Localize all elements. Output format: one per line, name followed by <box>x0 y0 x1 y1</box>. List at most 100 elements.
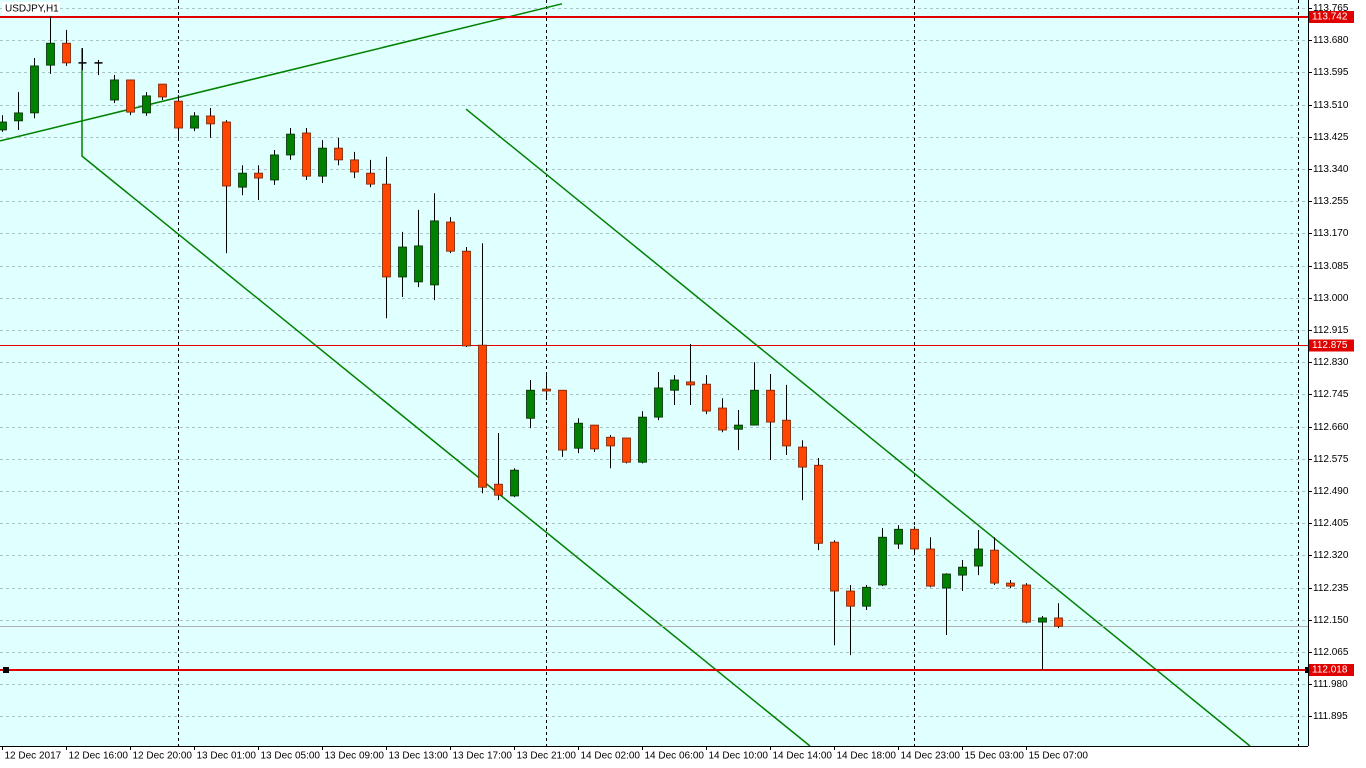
y-tick-label: 113.085 <box>1313 261 1349 272</box>
x-tick-label: 13 Dec 13:00 <box>389 751 449 762</box>
candle-body <box>254 172 263 179</box>
x-tick-label: 14 Dec 18:00 <box>837 751 897 762</box>
x-tick-label: 12 Dec 2017 <box>5 751 62 762</box>
candle-body <box>830 541 839 592</box>
y-tick-label: 112.490 <box>1313 486 1349 497</box>
candle-body <box>958 566 967 576</box>
x-tick-label: 14 Dec 02:00 <box>581 751 641 762</box>
level-label-box <box>1309 11 1354 23</box>
y-tick-label: 112.405 <box>1313 518 1349 529</box>
candle-body <box>926 548 935 587</box>
candle-body <box>718 407 727 431</box>
level-label: 112.875 <box>1312 340 1348 351</box>
chart-title: USDJPY,H1 <box>5 4 59 15</box>
candle-body <box>542 388 551 392</box>
candle-body <box>526 389 535 419</box>
y-tick-label: 111.980 <box>1313 679 1348 690</box>
candle-body <box>190 115 199 129</box>
candle-body <box>558 389 567 451</box>
candle-body <box>222 121 231 187</box>
y-tick-label: 112.745 <box>1313 389 1349 400</box>
candle-body <box>974 548 983 567</box>
candle-body <box>382 183 391 278</box>
candle-body <box>1006 582 1015 587</box>
candle-body <box>910 528 919 550</box>
candle-body <box>398 246 407 278</box>
candle-body <box>62 42 71 64</box>
y-tick-label: 113.340 <box>1313 164 1349 175</box>
y-tick-label: 113.255 <box>1313 196 1349 207</box>
x-tick-label: 13 Dec 01:00 <box>197 751 257 762</box>
candle-body <box>286 133 295 156</box>
candle-body <box>30 65 39 114</box>
y-tick-label: 112.830 <box>1313 357 1349 368</box>
trendline <box>0 3 563 142</box>
candle-body <box>590 424 599 450</box>
candle-body <box>1054 617 1063 627</box>
candle-body <box>670 379 679 391</box>
trendline <box>465 108 1251 747</box>
candle-body <box>782 419 791 447</box>
candle-body <box>158 83 167 98</box>
candle-body <box>1038 617 1047 623</box>
candle-body <box>622 437 631 463</box>
candle-body <box>270 154 279 181</box>
level-label: 113.742 <box>1312 12 1348 23</box>
x-tick-label: 15 Dec 03:00 <box>965 751 1025 762</box>
y-tick-label: 113.170 <box>1313 228 1349 239</box>
x-tick-label: 13 Dec 21:00 <box>517 751 577 762</box>
candle-body <box>46 42 55 66</box>
candle-body <box>894 528 903 545</box>
y-tick-label: 112.660 <box>1313 422 1349 433</box>
candle-body <box>862 586 871 607</box>
candle-body <box>366 172 375 185</box>
candle-body <box>510 469 519 497</box>
candle-body <box>174 100 183 129</box>
candle-body <box>750 389 759 426</box>
plot-layer <box>0 0 1311 747</box>
candle-body <box>302 132 311 177</box>
level-handle <box>3 667 9 673</box>
x-tick-label: 13 Dec 05:00 <box>261 751 321 762</box>
y-tick-label: 113.000 <box>1313 293 1349 304</box>
candle-body <box>606 436 615 447</box>
candle-body <box>814 464 823 544</box>
x-tick-label: 14 Dec 10:00 <box>709 751 769 762</box>
level-label-box <box>1309 664 1354 676</box>
candle-body <box>686 381 695 386</box>
candle-body <box>446 221 455 252</box>
x-tick-label: 13 Dec 09:00 <box>325 751 385 762</box>
y-tick-label: 112.065 <box>1313 647 1349 658</box>
candle-body <box>126 79 135 113</box>
plot-background <box>0 0 1308 746</box>
x-tick-label: 14 Dec 06:00 <box>645 751 705 762</box>
candle-body <box>878 536 887 586</box>
trendline <box>81 48 811 747</box>
x-tick-label: 13 Dec 17:00 <box>453 751 513 762</box>
y-tick-label: 112.320 <box>1313 550 1349 561</box>
x-tick-label: 15 Dec 07:00 <box>1029 751 1089 762</box>
level-label-box <box>1309 339 1354 352</box>
candle-body <box>430 220 439 286</box>
candle-body <box>142 95 151 114</box>
y-tick-label: 112.235 <box>1313 583 1349 594</box>
candle-body <box>702 383 711 412</box>
candle-body <box>14 112 23 122</box>
y-tick-label: 113.595 <box>1313 67 1349 78</box>
y-tick-label: 112.150 <box>1313 615 1349 626</box>
candle-body <box>494 483 503 496</box>
y-tick-label: 112.915 <box>1313 325 1349 336</box>
y-tick-label: 113.510 <box>1313 100 1349 111</box>
candle-body <box>414 245 423 283</box>
candle-body <box>334 147 343 161</box>
y-tick-label: 112.575 <box>1313 454 1349 465</box>
candle-body <box>238 172 247 188</box>
candle-body <box>462 250 471 347</box>
x-tick-label: 12 Dec 20:00 <box>133 751 193 762</box>
candle-body <box>638 416 647 463</box>
x-tick-label: 14 Dec 14:00 <box>773 751 833 762</box>
candle-body <box>798 446 807 468</box>
candle-body <box>942 573 951 589</box>
candle-body <box>574 422 583 449</box>
